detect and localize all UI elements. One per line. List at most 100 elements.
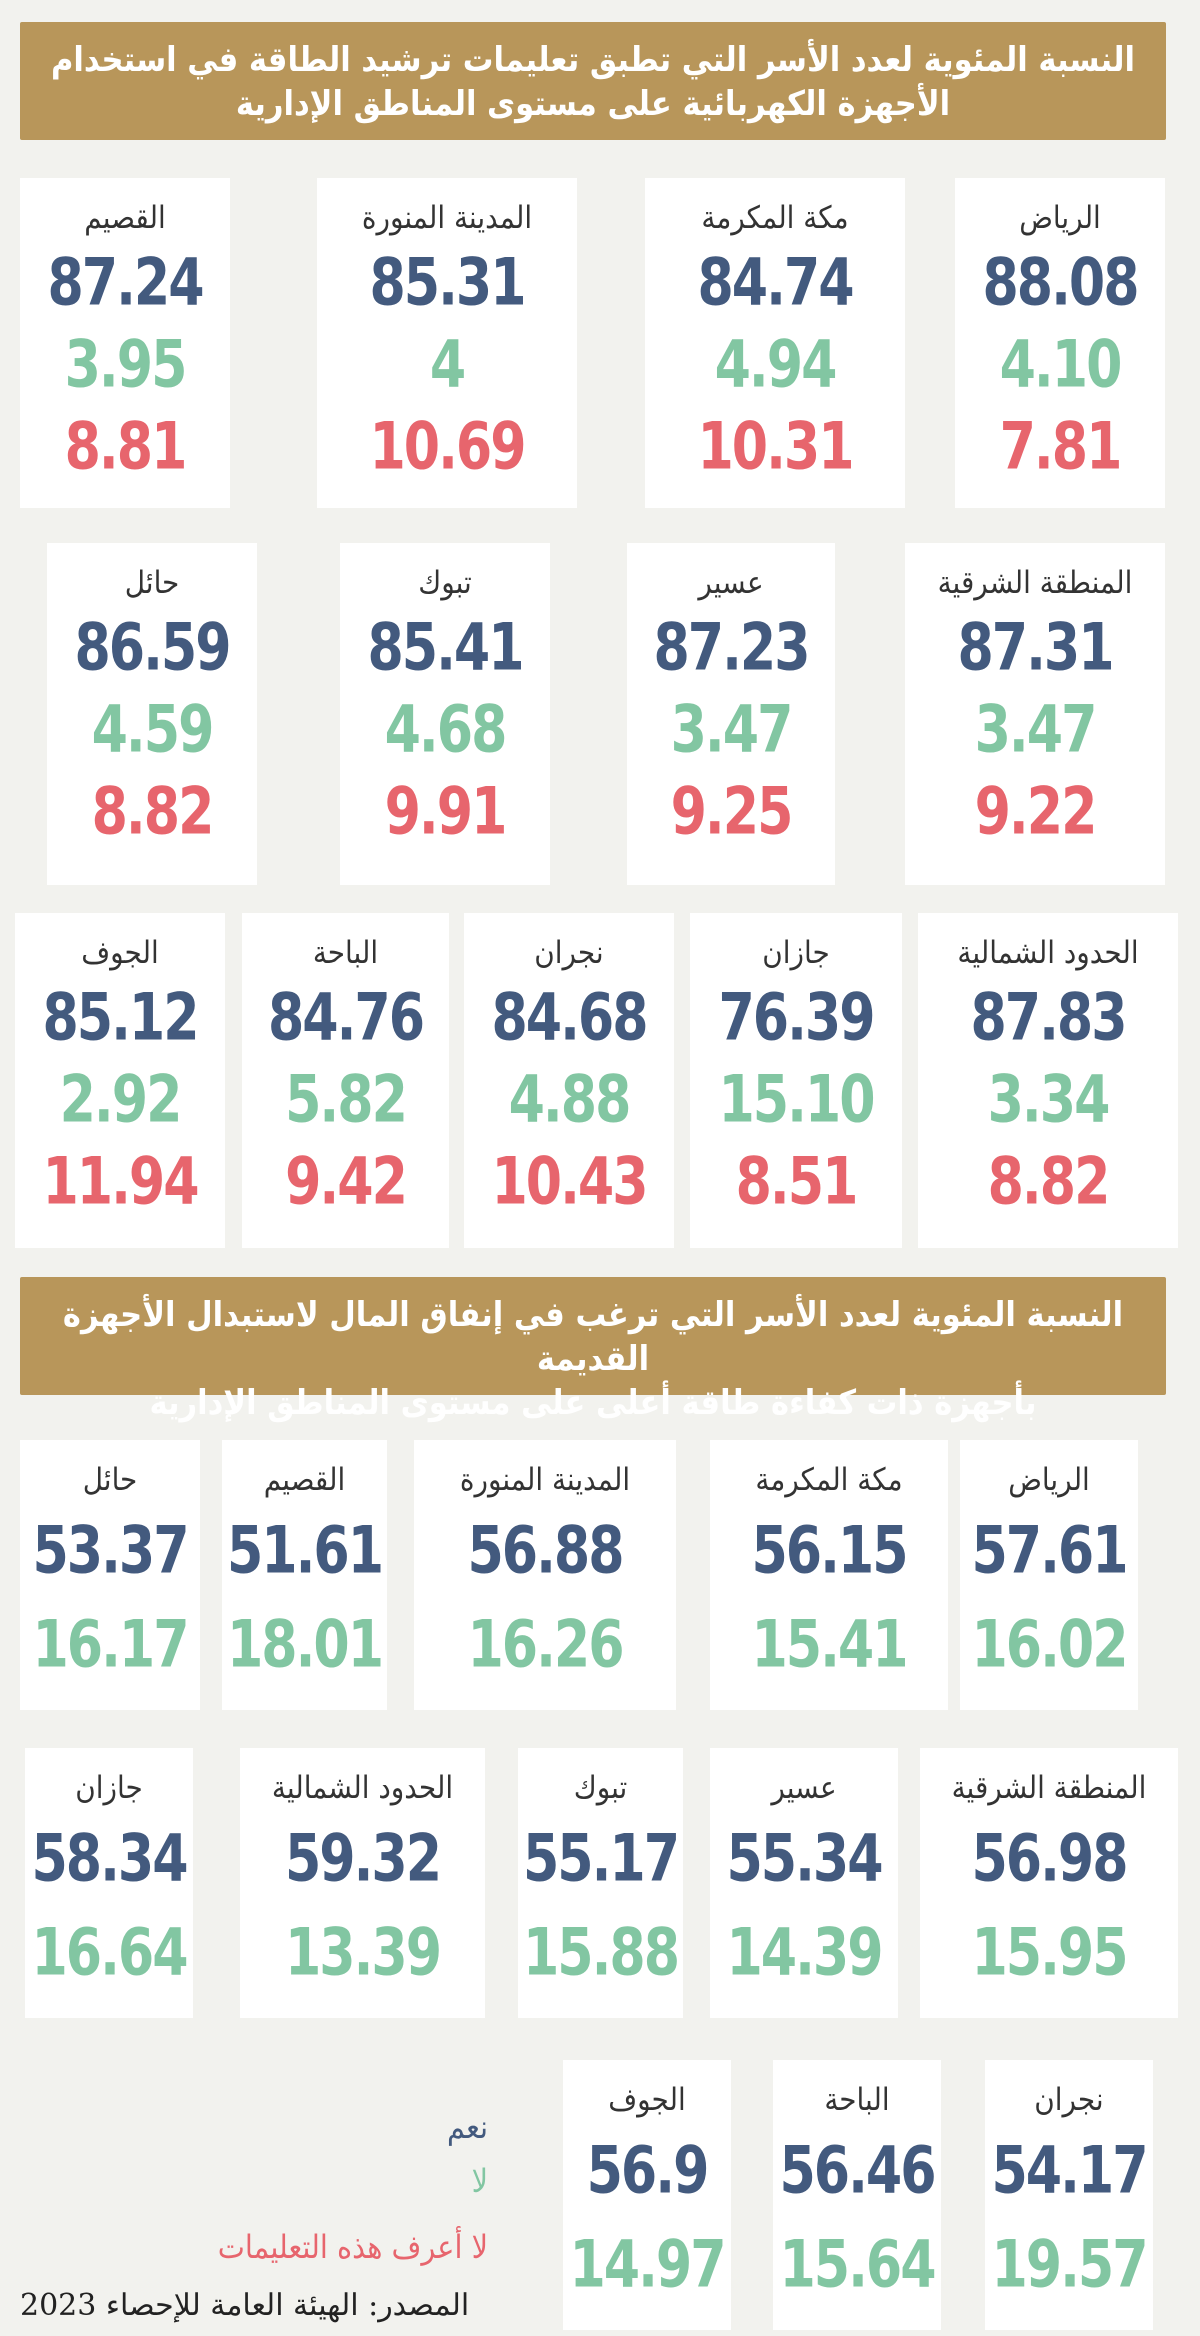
section2-region-card: الحدود الشمالية 59.32 13.39 [240, 1748, 485, 2018]
section1-region-card: الحدود الشمالية 87.83 3.34 8.82 [918, 913, 1178, 1248]
value-yes: 84.76 [267, 978, 425, 1056]
value-yes: 56.9 [586, 2131, 710, 2209]
region-name: القصيم [263, 1462, 346, 1498]
value-no: 3.95 [64, 325, 188, 403]
value-unknown: 9.91 [384, 772, 508, 850]
region-name: مكة المكرمة [755, 1462, 903, 1498]
value-yes: 87.31 [957, 608, 1114, 686]
section2-region-card: جازان 58.34 16.64 [25, 1748, 193, 2018]
region-name: الباحة [824, 2082, 890, 2118]
section2-region-card: الباحة 56.46 15.64 [773, 2060, 941, 2330]
section2-region-card: مكة المكرمة 56.15 15.41 [710, 1440, 948, 1710]
section2-region-card: الجوف 56.9 14.97 [563, 2060, 731, 2330]
value-no: 4.94 [714, 325, 838, 403]
value-unknown: 10.69 [369, 407, 526, 485]
value-unknown: 10.43 [491, 1142, 648, 1220]
section1-region-card: القصيم 87.24 3.95 8.81 [20, 178, 230, 508]
region-name: الباحة [312, 935, 379, 971]
value-no: 18.01 [226, 1605, 384, 1683]
value-no: 15.64 [779, 2225, 936, 2303]
section2-region-card: حائل 53.37 16.17 [20, 1440, 200, 1710]
section1-title-line2: الأجهزة الكهربائية على مستوى المناطق الإ… [235, 84, 951, 124]
legend-no: لا [471, 2162, 488, 2200]
value-no: 15.41 [751, 1605, 908, 1683]
value-yes: 87.83 [970, 978, 1127, 1056]
value-yes: 51.61 [226, 1511, 384, 1589]
legend-unknown: لا أعرف هذه التعليمات [217, 2228, 488, 2266]
section1-region-card: جازان 76.39 15.10 8.51 [690, 913, 902, 1248]
legend-yes: نعم [446, 2108, 488, 2146]
section1-title-line1: النسبة المئوية لعدد الأسر التي تطبق تعلي… [50, 40, 1135, 80]
region-name: نجران [1034, 2082, 1104, 2118]
value-no: 19.57 [991, 2225, 1148, 2303]
section1-region-card: حائل 86.59 4.59 8.82 [47, 543, 257, 885]
value-no: 4.59 [91, 690, 215, 768]
value-unknown: 11.94 [42, 1142, 199, 1220]
section2-title: النسبة المئوية لعدد الأسر التي ترغب في إ… [20, 1277, 1166, 1423]
value-yes: 53.37 [32, 1511, 189, 1589]
region-name: حائل [124, 565, 180, 601]
value-yes: 87.23 [653, 608, 810, 686]
value-unknown: 8.82 [987, 1142, 1111, 1220]
region-name: المنطقة الشرقية [951, 1770, 1147, 1806]
value-yes: 84.68 [491, 978, 648, 1056]
region-name: مكة المكرمة [701, 200, 849, 236]
section1-region-card: نجران 84.68 4.88 10.43 [464, 913, 674, 1248]
region-name: عسير [698, 565, 764, 601]
region-name: الحدود الشمالية [271, 1770, 454, 1806]
region-name: الرياض [1019, 200, 1101, 236]
value-yes: 56.46 [779, 2131, 936, 2209]
region-name: عسير [771, 1770, 837, 1806]
region-name: القصيم [84, 200, 166, 236]
value-unknown: 9.22 [974, 772, 1098, 850]
value-no: 3.34 [987, 1060, 1111, 1138]
region-name: المنطقة الشرقية [937, 565, 1133, 601]
value-yes: 58.34 [31, 1819, 188, 1897]
section1-region-card: الرياض 88.08 4.10 7.81 [955, 178, 1165, 508]
value-yes: 85.41 [367, 608, 524, 686]
value-no: 4 [429, 325, 466, 403]
value-yes: 54.17 [991, 2131, 1148, 2209]
value-no: 16.17 [32, 1605, 189, 1683]
value-yes: 88.08 [982, 243, 1139, 321]
section2-region-card: نجران 54.17 19.57 [985, 2060, 1153, 2330]
value-no: 13.39 [284, 1913, 442, 1991]
section1-region-card: عسير 87.23 3.47 9.25 [627, 543, 835, 885]
value-yes: 56.98 [971, 1819, 1128, 1897]
value-no: 16.26 [467, 1605, 624, 1683]
value-yes: 55.17 [522, 1819, 680, 1897]
region-name: جازان [75, 1770, 143, 1806]
value-yes: 87.24 [47, 243, 204, 321]
value-no: 16.02 [971, 1605, 1128, 1683]
section1-region-card: المنطقة الشرقية 87.31 3.47 9.22 [905, 543, 1165, 885]
value-no: 15.88 [522, 1913, 680, 1991]
section2-title-line2: بأجهزة ذات كفاءة طاقة أعلى على مستوى الم… [149, 1383, 1037, 1423]
value-yes: 56.15 [751, 1511, 908, 1589]
value-no: 2.92 [59, 1060, 183, 1138]
value-no: 14.97 [569, 2225, 726, 2303]
section2-region-card: الرياض 57.61 16.02 [960, 1440, 1138, 1710]
region-name: الجوف [81, 935, 159, 971]
region-name: المدينة المنورة [361, 200, 533, 236]
value-no: 14.39 [726, 1913, 883, 1991]
region-name: نجران [534, 935, 604, 971]
value-yes: 85.12 [42, 978, 199, 1056]
value-unknown: 9.42 [285, 1142, 408, 1220]
value-yes: 85.31 [369, 243, 526, 321]
region-name: الجوف [608, 2082, 686, 2118]
value-no: 16.64 [31, 1913, 188, 1991]
value-no: 4.68 [384, 690, 508, 768]
value-unknown: 8.51 [735, 1142, 859, 1220]
value-unknown: 8.82 [91, 772, 215, 850]
section1-region-card: تبوك 85.41 4.68 9.91 [340, 543, 550, 885]
value-no: 15.95 [971, 1913, 1128, 1991]
value-yes: 55.34 [726, 1819, 883, 1897]
value-yes: 84.74 [697, 243, 854, 321]
region-name: حائل [82, 1462, 138, 1498]
value-unknown: 8.81 [64, 407, 188, 485]
section2-region-card: عسير 55.34 14.39 [710, 1748, 898, 2018]
section2-region-card: تبوك 55.17 15.88 [518, 1748, 683, 2018]
region-name: تبوك [573, 1770, 628, 1806]
value-no: 4.88 [508, 1060, 632, 1138]
value-unknown: 7.81 [999, 407, 1123, 485]
